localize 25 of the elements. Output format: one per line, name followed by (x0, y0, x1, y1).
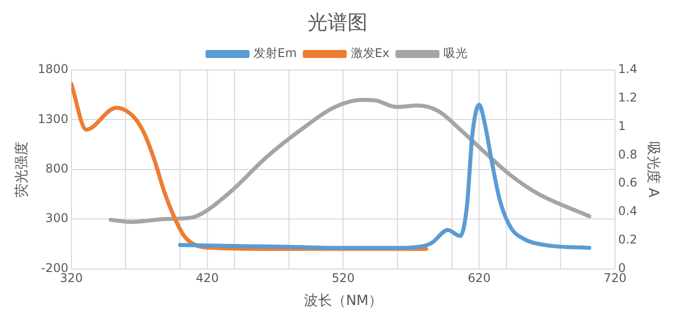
line-series (108, 98, 592, 224)
x-tick-label: 620 (468, 271, 491, 286)
line-series (178, 102, 592, 250)
x-tick-label: 420 (196, 271, 219, 286)
y-tick-label: 1800 (38, 62, 68, 76)
legend-label: 发射Em (254, 46, 297, 60)
legend-label: 吸光 (443, 46, 468, 60)
y2-tick-label: 1.2 (618, 90, 638, 105)
y2-tick-label: 0.8 (618, 147, 638, 162)
y2-tick-label: 0.4 (618, 204, 638, 218)
x-tick-label: 320 (60, 271, 83, 286)
x-axis-title: 波长（NM） (304, 293, 383, 310)
y-tick-label: 800 (45, 162, 68, 176)
y2-tick-label: 1.4 (618, 62, 638, 76)
y-tick-label: 300 (45, 211, 68, 226)
x-tick-label: 720 (604, 271, 627, 286)
y2-tick-label: 1 (618, 118, 626, 133)
y2-axis-title: 吸光度 A (644, 141, 661, 198)
y-tick-label: 1300 (38, 112, 68, 126)
x-tick-label: 520 (332, 271, 355, 286)
chart-title: 光谱图 (308, 10, 368, 34)
y2-tick-label: 0.6 (618, 176, 638, 190)
y-axis-title: 荧光强度 (14, 141, 30, 198)
y2-tick-label: 0.2 (618, 232, 638, 247)
legend-label: 激发Ex (350, 46, 390, 60)
